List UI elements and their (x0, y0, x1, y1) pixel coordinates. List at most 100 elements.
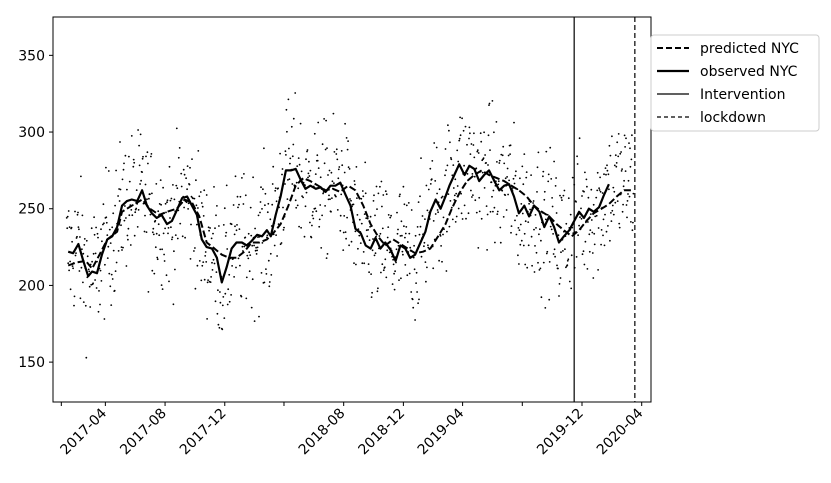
plot-frame (52, 16, 652, 403)
scatter-point (364, 192, 367, 195)
scatter-point (621, 210, 624, 213)
scatter-point (546, 213, 549, 216)
scatter-point (99, 303, 101, 306)
scatter-point (71, 265, 74, 267)
scatter-point (519, 243, 522, 246)
scatter-point (438, 259, 440, 262)
scatter-point (524, 263, 527, 266)
scatter-point (125, 217, 127, 219)
scatter-point (596, 189, 599, 192)
scatter-point (109, 285, 112, 288)
scatter-point (133, 161, 136, 164)
scatter-point (340, 150, 343, 152)
scatter-point (622, 203, 624, 206)
scatter-point (358, 234, 361, 237)
scatter-point (310, 236, 313, 239)
scatter-point (249, 206, 252, 209)
scatter-point (550, 178, 553, 180)
scatter-point (565, 222, 568, 225)
scatter-point (77, 226, 80, 229)
scatter-point (297, 187, 300, 190)
scatter-point (303, 235, 306, 238)
scatter-point (467, 212, 470, 215)
scatter-point (613, 164, 616, 167)
scatter-point (277, 187, 279, 190)
scatter-point (117, 195, 119, 197)
scatter-point (350, 199, 352, 202)
scatter-point (488, 102, 491, 105)
scatter-point (404, 236, 406, 239)
scatter-point (547, 180, 550, 183)
legend-box (650, 34, 820, 132)
scatter-point (111, 278, 114, 280)
scatter-point (356, 197, 358, 200)
scatter-point (146, 151, 149, 154)
scatter-point (535, 251, 538, 254)
scatter-point (420, 157, 422, 160)
scatter-point (534, 214, 537, 216)
scatter-point (430, 178, 433, 181)
scatter-point (77, 211, 79, 214)
scatter-point (227, 288, 230, 291)
scatter-point (494, 241, 496, 244)
scatter-point (506, 167, 509, 170)
scatter-point (68, 269, 70, 272)
scatter-point (549, 146, 552, 149)
scatter-point (173, 198, 176, 201)
scatter-point (616, 141, 619, 144)
scatter-point (591, 252, 594, 254)
scatter-point (447, 193, 450, 196)
scatter-point (187, 202, 190, 205)
scatter-point (387, 226, 390, 229)
scatter-point (493, 206, 496, 209)
scatter-point (152, 233, 155, 236)
scatter-point (534, 245, 536, 247)
scatter-point (234, 175, 237, 178)
scatter-point (256, 246, 259, 249)
scatter-point (561, 199, 563, 202)
scatter-point (362, 195, 365, 198)
scatter-point (491, 100, 494, 102)
scatter-point (493, 131, 495, 134)
scatter-point (319, 204, 322, 206)
x-tick-label: 2018-08 (296, 406, 349, 459)
scatter-point (582, 250, 585, 253)
scatter-point (149, 193, 151, 196)
scatter-point (286, 130, 288, 133)
scatter-point (256, 249, 258, 252)
scatter-point (110, 304, 113, 306)
scatter-point (598, 189, 601, 191)
scatter-point (585, 178, 588, 181)
scatter-point (418, 298, 420, 301)
scatter-point (611, 209, 614, 212)
scatter-point (85, 356, 88, 359)
scatter-point (90, 283, 93, 286)
scatter-point (170, 197, 173, 200)
scatter-point (191, 158, 193, 161)
scatter-point (548, 261, 551, 263)
scatter-point (151, 231, 154, 234)
scatter-point (498, 159, 501, 162)
scatter-point (549, 225, 552, 228)
scatter-point (588, 250, 591, 253)
scatter-point (236, 224, 238, 226)
scatter-point (316, 159, 319, 162)
scatter-point (259, 211, 261, 214)
scatter-point (526, 266, 529, 269)
scatter-point (311, 214, 314, 217)
scatter-point (213, 262, 216, 265)
scatter-point (507, 154, 510, 157)
scatter-point (249, 254, 252, 256)
scatter-point (490, 181, 493, 184)
scatter-point (551, 205, 554, 208)
scatter-point (122, 246, 124, 249)
scatter-point (333, 182, 335, 185)
scatter-point (497, 183, 500, 186)
scatter-point (610, 220, 613, 223)
scatter-point (180, 185, 183, 188)
scatter-point (317, 121, 320, 124)
scatter-point (375, 185, 378, 188)
scatter-point (365, 229, 368, 232)
scatter-point (569, 213, 572, 216)
scatter-point (590, 188, 593, 191)
